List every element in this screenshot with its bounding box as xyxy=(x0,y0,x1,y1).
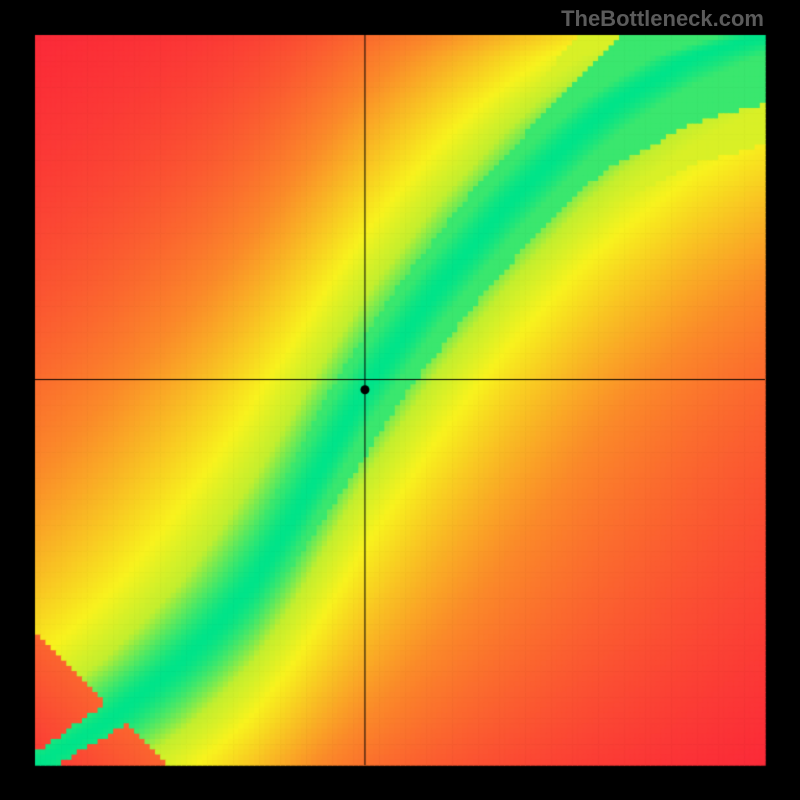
chart-container: TheBottleneck.com xyxy=(0,0,800,800)
watermark-text: TheBottleneck.com xyxy=(561,6,764,32)
bottleneck-heatmap xyxy=(0,0,800,800)
